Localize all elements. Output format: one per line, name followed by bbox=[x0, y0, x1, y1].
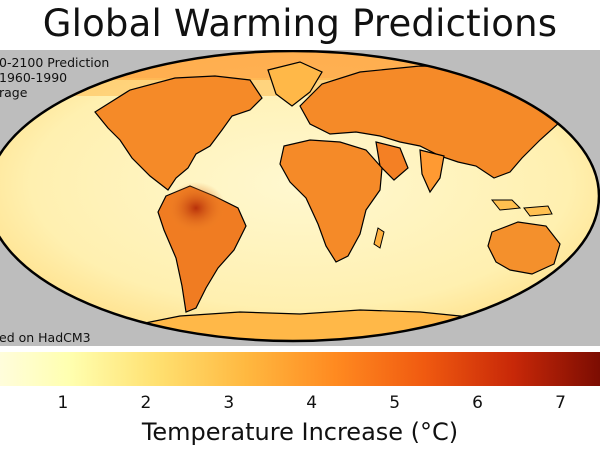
landmass-indonesia bbox=[490, 199, 553, 217]
tick-label-6: 6 bbox=[472, 393, 484, 413]
landmass-arabia bbox=[375, 141, 409, 181]
map-panel bbox=[0, 50, 600, 346]
world-map bbox=[0, 50, 600, 343]
baseline-label: 1960-1990 bbox=[0, 70, 68, 85]
landmass-india bbox=[419, 149, 445, 194]
landmass-africa bbox=[279, 139, 383, 263]
tick-label-7: 7 bbox=[555, 393, 566, 413]
prediction-label: 0-2100 Prediction bbox=[0, 55, 110, 70]
landmass-north-america bbox=[94, 75, 263, 191]
color-scale-bar bbox=[0, 352, 600, 386]
tick-label-5: 5 bbox=[389, 393, 401, 413]
model-label: ed on HadCM3 bbox=[0, 330, 91, 345]
color-scale-label: Temperature Increase (°C) bbox=[141, 418, 459, 446]
tick-label-1: 1 bbox=[57, 393, 69, 413]
average-label: rage bbox=[0, 85, 28, 100]
amazon-hotspot bbox=[166, 182, 226, 234]
map-title: Global Warming Predictions bbox=[42, 2, 558, 45]
landmass-australia bbox=[487, 221, 561, 275]
tick-label-4: 4 bbox=[306, 393, 318, 413]
tick-label-3: 3 bbox=[223, 393, 235, 413]
landmass-madagascar bbox=[373, 227, 385, 249]
landmass-new-zealand bbox=[565, 273, 581, 293]
globe-outline bbox=[0, 50, 600, 343]
landmass-greenland bbox=[267, 61, 323, 107]
tick-label-2: 2 bbox=[140, 393, 152, 413]
